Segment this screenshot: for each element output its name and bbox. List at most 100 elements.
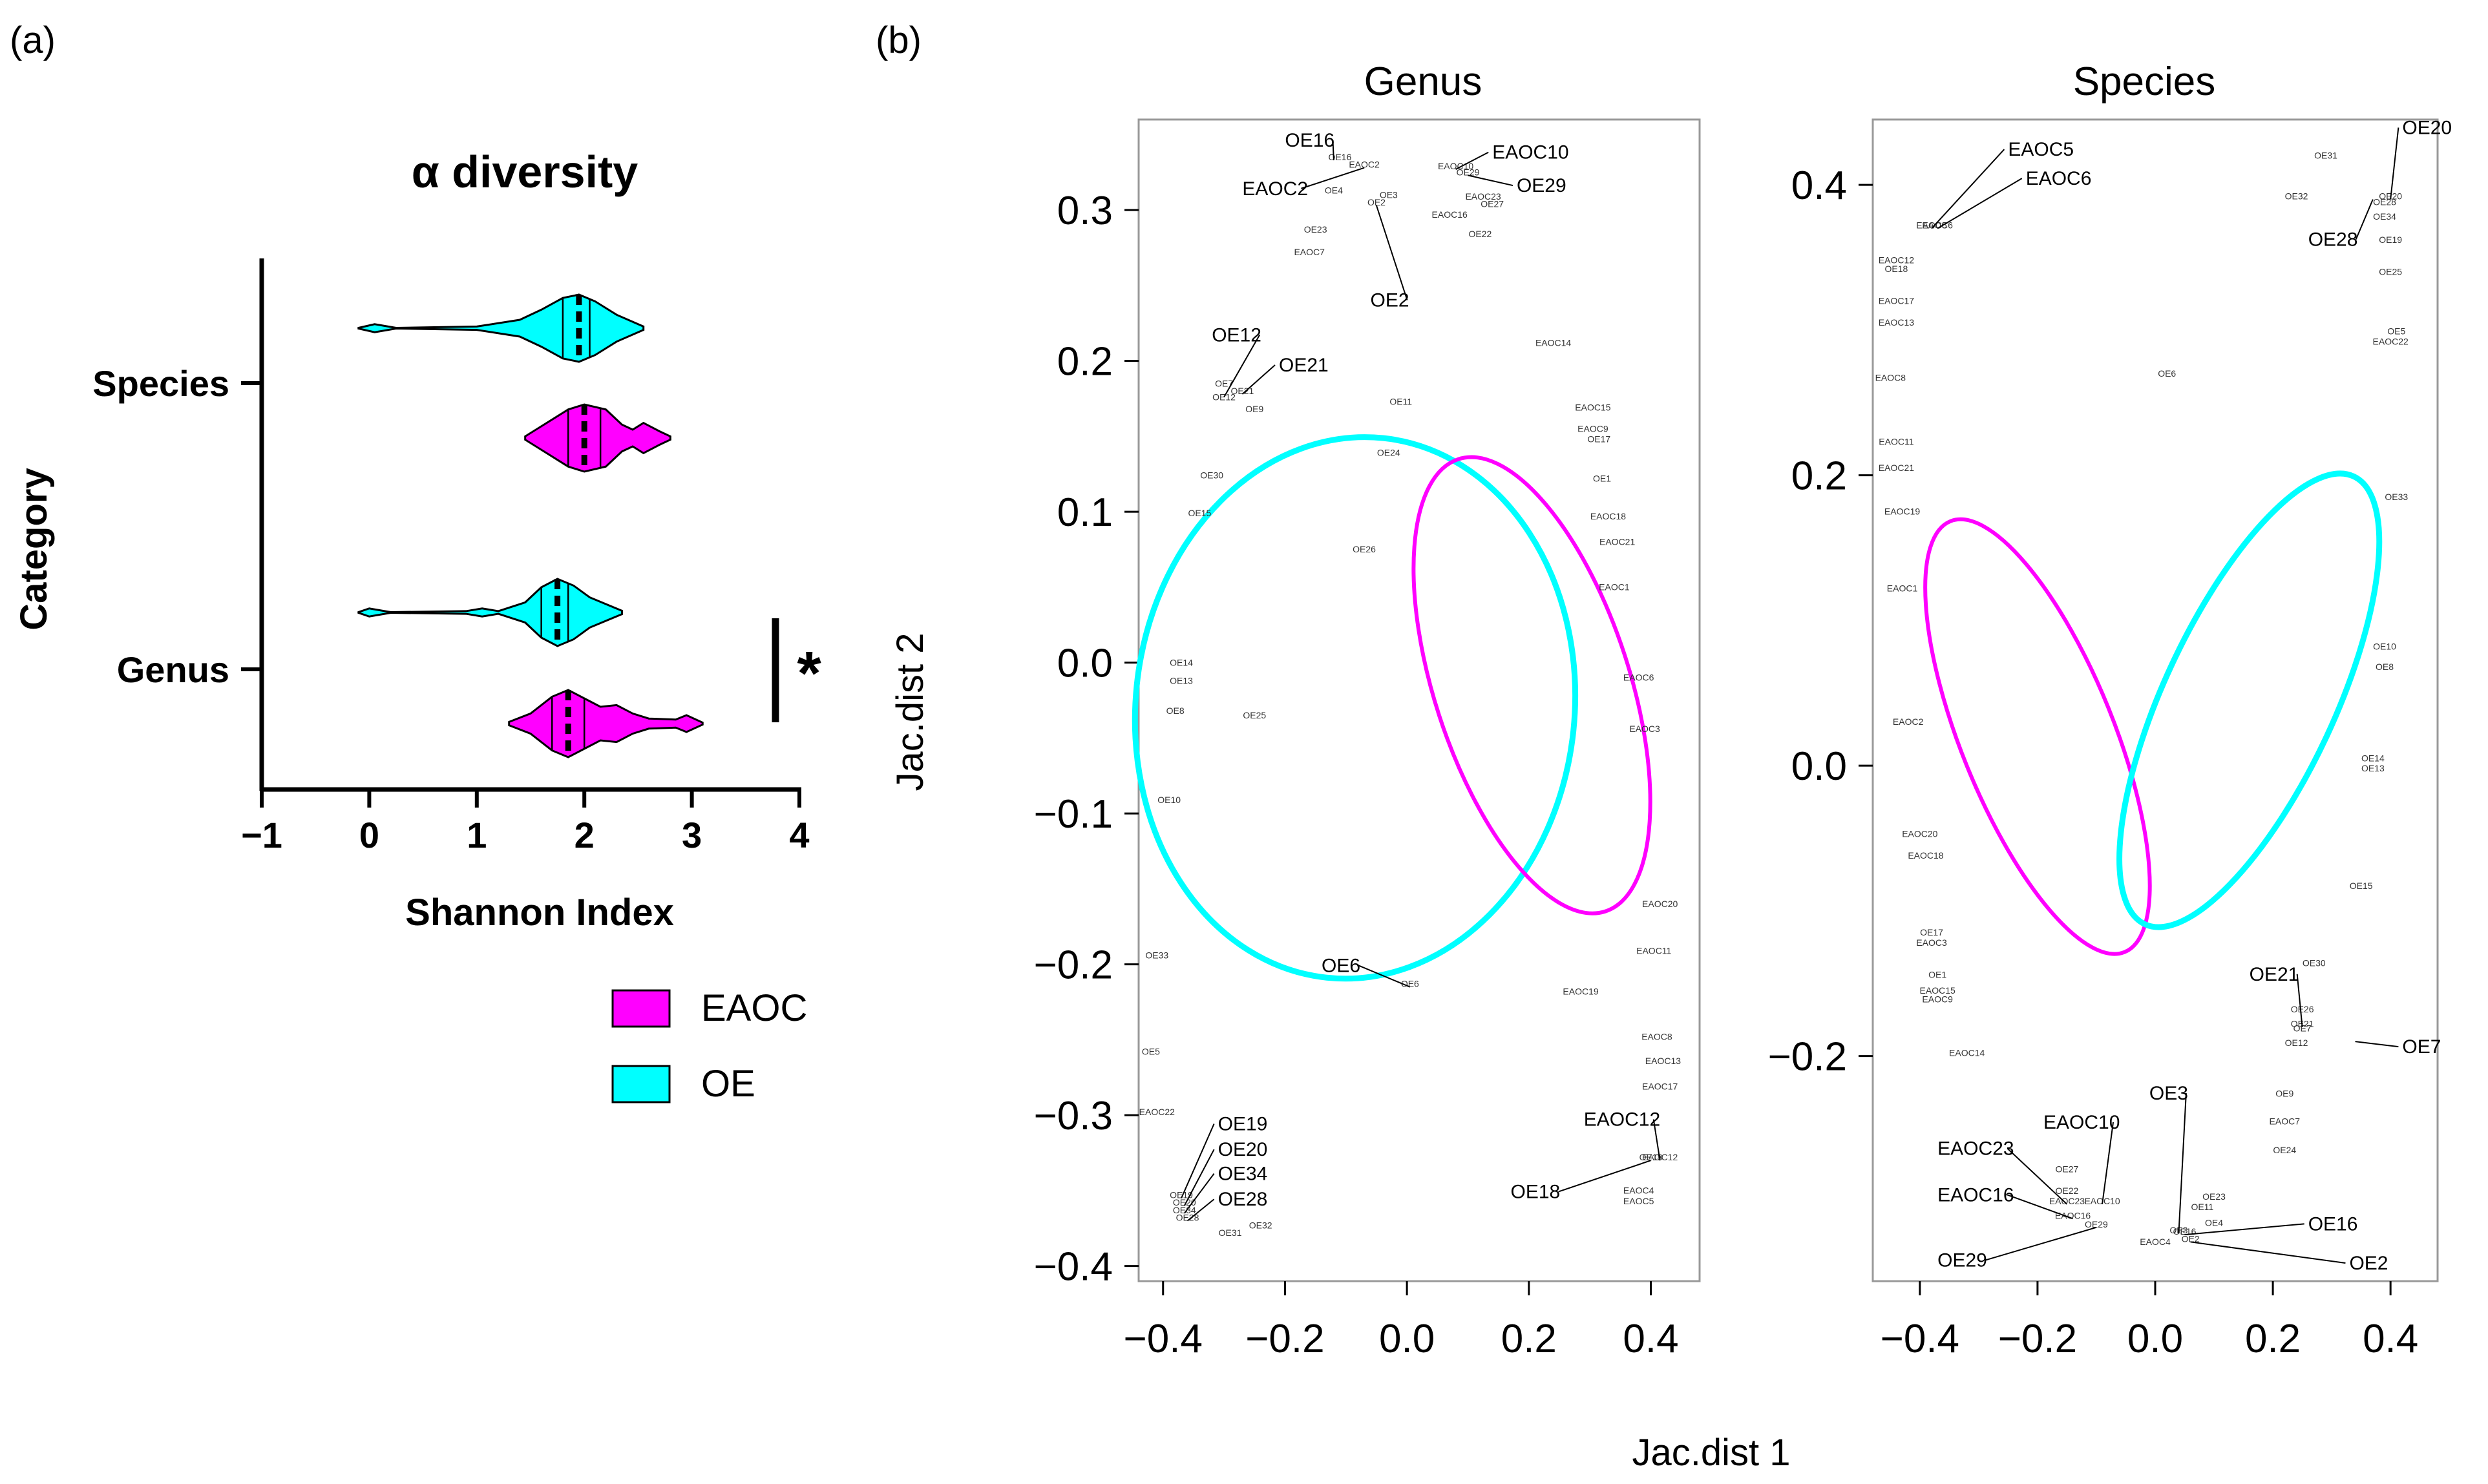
violin-body: [524, 403, 671, 473]
panel-label-a: (a): [10, 19, 56, 61]
point-label: OE30: [1200, 470, 1223, 481]
point-label: EAOC1: [1599, 582, 1630, 592]
point-label: OE6: [1401, 979, 1419, 989]
genus-title: Genus: [1364, 59, 1482, 104]
significance-bracket: *: [772, 618, 821, 722]
callout-label: OE12: [1212, 324, 1261, 346]
point-label: OE10: [1157, 795, 1181, 805]
y-tick-label: 0.1: [1057, 490, 1113, 535]
point-label: OE2: [1367, 197, 1386, 207]
pcoa-xlabel: Jac.dist 1: [1632, 1432, 1791, 1474]
violin-body: [508, 689, 704, 758]
species-ellipses: [1923, 470, 2383, 956]
callout-label: EAOC10: [1492, 142, 1568, 163]
point-label: EAOC1: [1887, 583, 1918, 593]
callout-line: [1931, 149, 2005, 229]
y-tick-label: 0.0: [1791, 744, 1847, 789]
callout-label: OE29: [1937, 1250, 1987, 1271]
callout-label: EAOC5: [2008, 139, 2074, 160]
point-label: EAOC7: [1294, 247, 1325, 257]
point-label: OE9: [1245, 404, 1263, 414]
x-tick-label: 0.4: [1623, 1317, 1678, 1361]
point-label: OE25: [2379, 266, 2402, 277]
point-label: EAOC17: [1642, 1081, 1678, 1091]
violin-x-tick-label: −1: [241, 815, 282, 855]
point-label: OE2: [2182, 1233, 2200, 1244]
x-tick-label: 0.2: [2245, 1317, 2301, 1361]
point-label: EAOC6: [1623, 673, 1654, 683]
violin-chart: α diversity Shannon Index Category −1 0 1 2…: [13, 147, 821, 1105]
violin-body: [357, 578, 623, 647]
ellipse-eaoc: [1411, 455, 1652, 915]
callout-label: OE6: [1322, 955, 1360, 976]
point-label: OE15: [2350, 881, 2373, 891]
genus-pcoa-chart: Genus −0.4 −0.2 0.0 0.2 0.40.30.20.10.0−0.1−…: [1034, 59, 1701, 1361]
point-label: EAOC13: [1645, 1056, 1681, 1066]
point-label: EAOC21: [1879, 463, 1914, 473]
point-label: EAOC7: [2270, 1116, 2301, 1126]
callout-line: [1652, 1119, 1661, 1161]
point-label: OE26: [2291, 1004, 2314, 1014]
point-label: EAOC22: [1139, 1107, 1175, 1117]
point-label: OE16: [1328, 152, 1351, 162]
point-label: OE6: [2158, 368, 2176, 379]
callout-line: [1985, 1226, 2097, 1261]
point-label: OE31: [1219, 1228, 1242, 1238]
callout-line: [1186, 1198, 1215, 1222]
point-label: OE3: [1380, 189, 1398, 200]
point-label: OE33: [2385, 492, 2408, 502]
x-tick-label: −0.4: [1124, 1317, 1203, 1361]
point-label: OE11: [2191, 1202, 2213, 1212]
point-label: EAOC21: [1599, 536, 1635, 547]
point-label: OE24: [1377, 448, 1400, 458]
point-label: OE13: [1170, 675, 1193, 685]
callout-line: [2184, 1223, 2304, 1236]
callout-label: EAOC6: [2026, 168, 2092, 189]
point-label: OE10: [2373, 641, 2396, 651]
point-label: OE27: [2056, 1164, 2079, 1174]
point-label: OE5: [2387, 326, 2405, 337]
genus-callouts: OE16EAOC2EAOC10OE29OE2OE12OE21OE6OE19OE2…: [1181, 130, 1661, 1222]
callout-line: [1223, 334, 1261, 398]
x-tick-label: 0.0: [2127, 1317, 2183, 1361]
point-label: OE25: [1243, 710, 1266, 720]
legend-swatch-oe: [611, 1065, 671, 1103]
callout-line: [1358, 965, 1411, 988]
callout-line: [1181, 1123, 1215, 1198]
violin-category-label: Species: [92, 363, 229, 404]
callout-line: [2007, 1194, 2073, 1220]
species-pcoa-chart: Species −0.4 −0.2 0.0 0.2 0.4 0.4 0.2 0.0 −0.2 E…: [1768, 59, 2452, 1361]
callout-label: OE28: [2308, 229, 2358, 251]
point-label: EAOC19: [1884, 506, 1920, 516]
callout-line: [2296, 974, 2303, 1027]
point-label: OE27: [1481, 198, 1504, 209]
genus-axis-ticks: −0.4 −0.2 0.0 0.2 0.4 0.3 0.2 0.1 0.0 −0.1 −0.2 −0.…: [1034, 189, 1679, 1361]
violin-axes: −1 0 1 2 3 4 Species Genus: [92, 258, 810, 855]
point-label: EAOC8: [1641, 1031, 1672, 1041]
x-tick-label: 0.2: [1501, 1317, 1557, 1361]
callout-line: [1468, 174, 1513, 187]
violin-x-tick-label: 2: [575, 815, 595, 855]
point-label: OE8: [2376, 662, 2394, 672]
callout-label: OE16: [1285, 130, 1334, 151]
point-label: OE7: [1215, 378, 1233, 388]
point-label: EAOC17: [1879, 295, 1914, 306]
species-axis-ticks: −0.4 −0.2 0.0 0.2 0.4 0.4 0.2 0.0 −0.2: [1768, 163, 2419, 1361]
point-label: OE15: [1188, 508, 1211, 518]
point-label: OE34: [1173, 1205, 1196, 1215]
point-label: EAOC18: [1908, 850, 1943, 861]
callout-label: OE34: [1218, 1164, 1268, 1185]
point-label: OE17: [1920, 927, 1943, 937]
callout-line: [1183, 1173, 1215, 1214]
point-label: OE30: [2303, 957, 2326, 968]
point-label: EAOC18: [1590, 511, 1626, 521]
point-label: OE8: [1166, 705, 1185, 716]
point-label: EAOC4: [2140, 1237, 2171, 1247]
callout-label: OE16: [2308, 1213, 2358, 1235]
panel-label-b: (b): [876, 19, 922, 61]
callout-line: [1183, 1149, 1215, 1206]
genus-ellipses: [1132, 434, 1652, 982]
point-label: OE31: [2314, 151, 2337, 161]
callout-line: [2355, 199, 2374, 240]
